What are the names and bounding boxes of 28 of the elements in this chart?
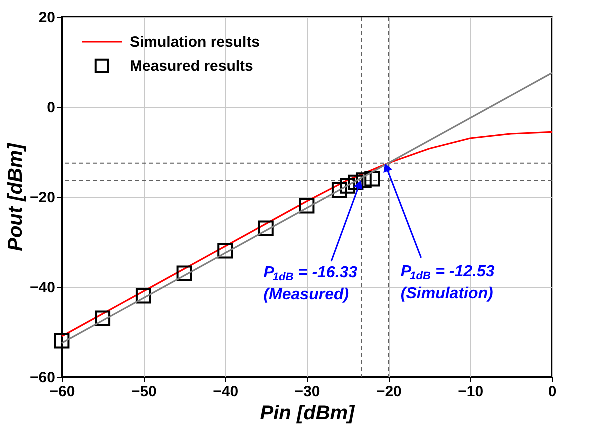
legend-label: Simulation results [130,34,260,51]
point [95,310,111,326]
y-tick-label: −60 [30,370,56,386]
x-tick-label: −40 [213,384,239,400]
y-tick-label: −20 [30,190,56,206]
point [356,172,372,188]
x-tick-label: 0 [548,384,557,400]
point [348,174,364,190]
point [332,182,348,198]
x-tick-label: −20 [376,384,402,400]
point [218,243,234,259]
y-tick-label: 20 [38,10,56,26]
x-tick-label: −30 [294,384,320,400]
x-axis-title: Pin [dBm] [260,402,356,424]
legend-label: Measured results [130,58,254,75]
y-tick-label: 0 [47,100,56,116]
point [54,333,70,349]
point [340,178,356,194]
y-tick-label: −40 [30,280,56,296]
point [176,266,192,282]
x-tick-label: −60 [50,384,76,400]
x-tick-label: −50 [131,384,157,400]
x-tick-label: −10 [458,384,484,400]
point [136,288,152,304]
point [364,171,380,187]
y-axis-title: Pout [dBm] [5,142,28,252]
point [258,220,274,236]
point [299,198,315,214]
